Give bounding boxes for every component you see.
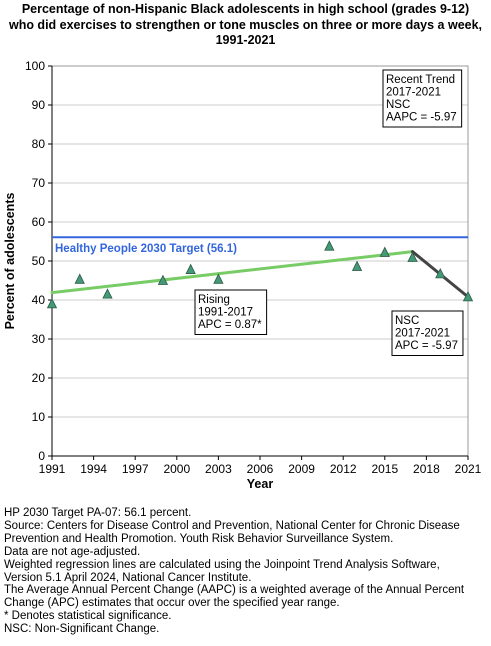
x-tick-label: 1991: [39, 462, 66, 476]
y-tick-label: 50: [32, 254, 46, 268]
y-tick-label: 40: [32, 293, 46, 307]
y-tick-label: 20: [32, 371, 46, 385]
note-line: Change (APC) estimates that occur over t…: [4, 597, 340, 610]
y-tick-label: 100: [25, 59, 45, 73]
recent-trend-box-frame: [382, 69, 463, 128]
x-tick-label: 2021: [455, 462, 482, 476]
rising-trend-line: [50, 250, 415, 295]
footnotes: HP 2030 Target PA-07: 56.1 percent. Sour…: [4, 507, 488, 636]
x-tick-label: 2003: [205, 462, 232, 476]
note-line: Source: Centers for Disease Control and …: [4, 519, 460, 532]
chart-title: Percentage of non-Hispanic Black adolesc…: [0, 2, 491, 49]
note-line: Version 5.1 April 2024, National Cancer …: [4, 571, 252, 584]
note-line: Data are not age-adjusted.: [4, 545, 141, 558]
x-tick-label: 2015: [371, 462, 398, 476]
data-point: [379, 246, 390, 257]
y-tick-label: 30: [32, 332, 46, 346]
rising-segment-box-text: 1991-2017: [198, 307, 253, 319]
nsc-segment-box-text: NSC: [395, 315, 419, 327]
y-tick-label: 80: [32, 137, 46, 151]
note-line: Weighted regression lines are calculated…: [4, 558, 440, 571]
x-tick-label: 2012: [330, 462, 357, 476]
title-line-3: 1991-2021: [215, 33, 276, 47]
data-point: [435, 267, 446, 279]
rising-segment-box-text: Rising: [198, 294, 230, 306]
x-tick-label: 2006: [247, 462, 274, 476]
x-tick-label: 2018: [413, 462, 440, 476]
note-line: Prevention and Health Promotion. Youth R…: [4, 532, 394, 545]
recent-trend-box-text: 2017-2021: [386, 87, 441, 99]
nsc-segment-box-frame: [391, 310, 464, 356]
note-line: The Average Annual Percent Change (AAPC)…: [4, 584, 465, 597]
rising-segment-box-text: APC = 0.87*: [198, 319, 262, 331]
note-line: * Denotes statistical significance.: [4, 610, 172, 623]
axes: 0 10 20 30 40 50 60 70 80 90 100 1991 1994 1997 2000 20…: [3, 59, 482, 491]
y-tick-label: 90: [32, 98, 46, 112]
data-point: [74, 273, 85, 284]
rising-segment-box-frame: [194, 289, 268, 335]
title-line-2: who did exercises to strengthen or tone …: [8, 17, 483, 32]
x-tick-label: 2000: [163, 462, 190, 476]
nsc-segment-box-text: 2017-2021: [395, 328, 450, 340]
x-axis-title: Year: [247, 477, 274, 491]
y-tick-label: 70: [32, 176, 46, 190]
data-point: [324, 240, 335, 251]
data-point: [351, 260, 363, 271]
y-tick-label: 10: [32, 410, 46, 424]
recent-trend-box-text: NSC: [386, 99, 410, 111]
data-point: [157, 274, 169, 285]
x-tick-label: 2009: [288, 462, 315, 476]
target-label: Healthy People 2030 Target (56.1): [55, 243, 237, 255]
series-layer: [46, 236, 474, 309]
annotation-layer: Healthy People 2030 Target (56.1) Recent …: [55, 69, 464, 356]
title-line-1: Percentage of non-Hispanic Black adolesc…: [21, 2, 470, 16]
data-point: [407, 251, 418, 262]
nsc-segment-box-text: APC = -5.97: [395, 340, 458, 352]
x-tick-label: 1994: [80, 462, 107, 476]
y-tick-label: 60: [32, 215, 46, 229]
note-line: HP 2030 Target PA-07: 56.1 percent.: [4, 507, 192, 519]
data-point: [185, 263, 196, 274]
note-line: NSC: Non-Significant Change.: [4, 623, 160, 636]
y-tick-label: 0: [38, 449, 45, 463]
recent-trend-box-text: AAPC = -5.97: [386, 112, 457, 124]
recent-trend-box-text: Recent Trend: [386, 74, 455, 86]
y-axis-title: Percent of adolescents: [3, 193, 17, 330]
data-point: [102, 288, 113, 299]
data-point: [462, 290, 474, 302]
x-tick-label: 1997: [122, 462, 149, 476]
trend-chart: 0 10 20 30 40 50 60 70 80 90 100 1991 1994 1997 2000 20…: [3, 59, 482, 491]
data-point: [46, 298, 58, 309]
data-point: [213, 273, 224, 284]
